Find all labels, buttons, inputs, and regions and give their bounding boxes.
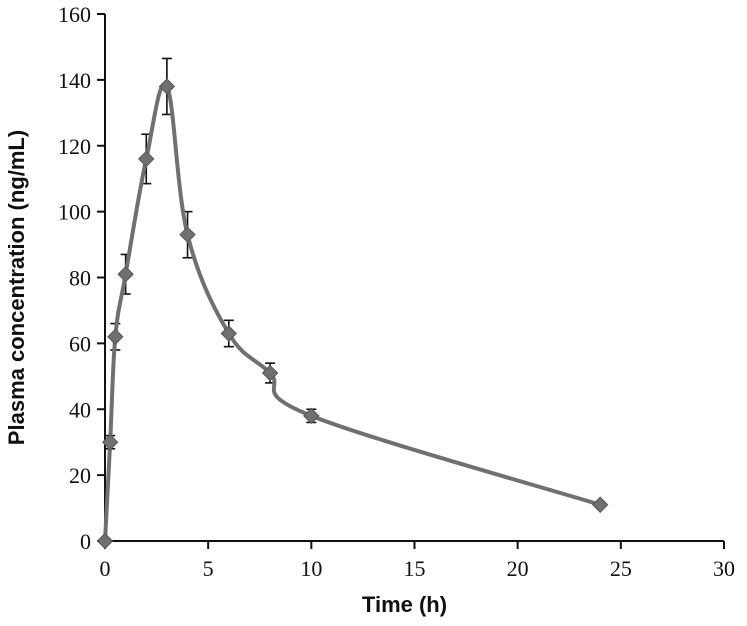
data-point bbox=[261, 364, 279, 382]
series-line bbox=[103, 82, 603, 543]
x-tick-label: 15 bbox=[404, 556, 426, 581]
y-ticks: 0 20 40 60 80 100 120 140 160 bbox=[58, 2, 105, 554]
x-tick-label: 10 bbox=[300, 556, 322, 581]
axes bbox=[104, 14, 724, 542]
data-point bbox=[158, 78, 176, 95]
x-axis-title: Time (h) bbox=[362, 592, 447, 617]
data-point bbox=[591, 496, 609, 513]
y-tick-label: 20 bbox=[69, 463, 91, 488]
data-point bbox=[220, 325, 238, 342]
data-point bbox=[138, 150, 155, 168]
y-tick-label: 60 bbox=[69, 331, 91, 356]
x-ticks: 0 5 10 15 20 25 30 bbox=[100, 541, 735, 581]
y-tick-label: 80 bbox=[69, 266, 91, 291]
x-tick-label: 5 bbox=[203, 556, 214, 581]
y-tick-label: 0 bbox=[80, 529, 91, 554]
y-tick-label: 140 bbox=[58, 68, 91, 93]
data-point bbox=[303, 407, 320, 425]
y-tick-label: 100 bbox=[58, 200, 91, 225]
y-axis-title: Plasma concentration (ng/mL) bbox=[4, 130, 29, 445]
data-point bbox=[117, 265, 134, 283]
x-tick-label: 25 bbox=[610, 556, 632, 581]
y-tick-label: 160 bbox=[58, 2, 91, 27]
y-tick-label: 120 bbox=[58, 134, 91, 159]
data-point bbox=[179, 226, 196, 243]
x-tick-label: 30 bbox=[713, 556, 735, 581]
data-point bbox=[101, 433, 119, 451]
error-bars bbox=[105, 57, 317, 450]
y-tick-label: 40 bbox=[69, 397, 91, 422]
data-point bbox=[107, 328, 124, 345]
x-tick-label: 20 bbox=[507, 556, 529, 581]
data-point bbox=[96, 532, 114, 550]
data-points bbox=[96, 78, 609, 550]
x-tick-label: 0 bbox=[100, 556, 111, 581]
